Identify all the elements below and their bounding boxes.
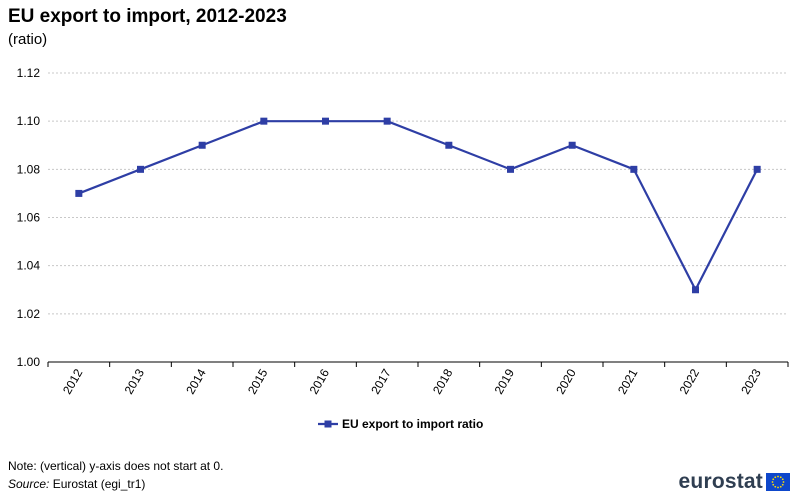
x-tick-label: 2022 [677,366,703,396]
flag-star [772,478,775,481]
flag-star [777,486,779,489]
eu-flag-icon [766,473,790,491]
data-point [568,141,576,149]
x-tick-label: 2013 [122,366,148,396]
x-tick-label: 2012 [60,366,86,396]
data-point [198,141,206,149]
x-tick-label: 2021 [615,366,641,396]
x-tick-label: 2015 [245,366,271,396]
flag-star [774,485,777,488]
flag-star [781,483,784,486]
data-point [383,117,391,125]
y-tick-label: 1.08 [17,162,41,176]
chart-subtitle: (ratio) [8,31,48,48]
y-tick-label: 1.12 [17,66,41,80]
x-tick-label: 2023 [738,366,764,396]
y-tick-label: 1.02 [17,307,41,321]
data-point [507,165,514,173]
flag-star [781,478,784,481]
source-label: Source: [8,477,50,491]
flag-star [779,485,782,488]
x-tick-label: 2017 [368,366,394,396]
data-point [260,117,268,125]
source-line: Source: Eurostat (egi_tr1) [8,477,145,491]
y-tick-label: 1.04 [17,259,41,273]
y-tick-label: 1.00 [17,355,41,369]
x-tick-label: 2014 [183,366,209,396]
footnote: Note: (vertical) y-axis does not start a… [8,459,224,473]
y-tick-label: 1.06 [17,211,41,225]
data-point [753,165,761,173]
flag-star [782,481,785,483]
data-point [75,189,83,197]
flag-star [777,475,779,478]
flag-star [772,483,775,486]
data-point [692,286,699,294]
eurostat-logo: eurostat [679,471,790,493]
chart-title: EU export to import, 2012-2023 [8,6,287,27]
flag-star [774,476,777,479]
series-line [78,120,759,291]
logo-text: eurostat [678,470,763,493]
data-point [322,117,329,125]
source-text: Eurostat (egi_tr1) [49,477,146,491]
flag-star [779,476,782,479]
x-tick-label: 2019 [492,366,518,396]
data-point [137,165,144,173]
data-point [445,141,453,149]
legend-label: EU export to import ratio [342,417,483,431]
legend-marker [324,420,332,428]
x-tick-label: 2020 [553,366,579,396]
data-point [630,165,638,173]
y-tick-label: 1.10 [17,114,41,128]
x-tick-label: 2016 [307,366,333,396]
flag-star [771,481,774,483]
x-tick-label: 2018 [430,366,456,396]
